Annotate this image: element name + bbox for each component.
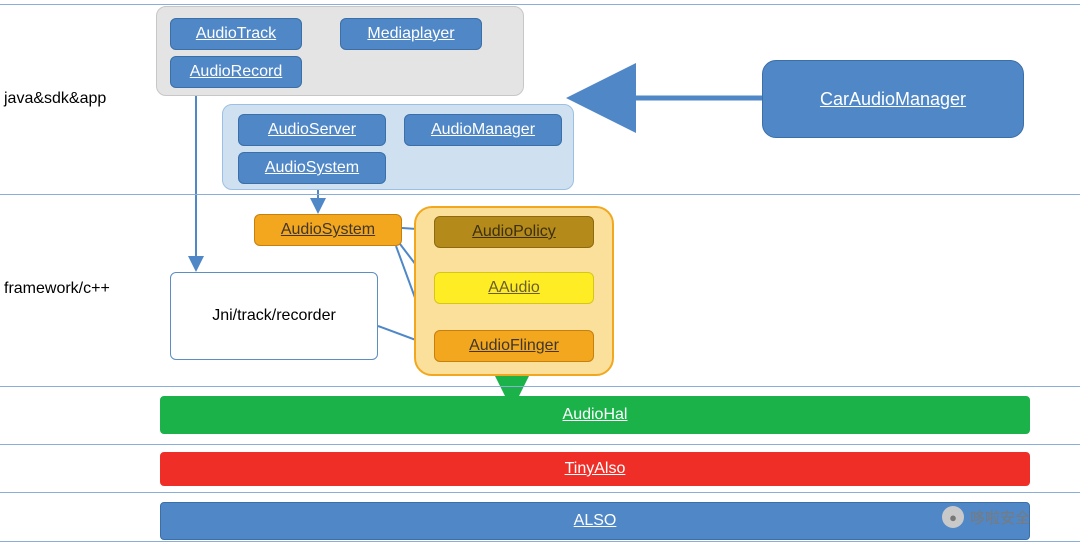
- node-car-audio-mgr: CarAudioManager: [762, 60, 1024, 138]
- node-audio-manager: AudioManager: [404, 114, 562, 146]
- node-audio-track: AudioTrack: [170, 18, 302, 50]
- node-audio-system-j: AudioSystem: [238, 152, 386, 184]
- layer-divider: [0, 444, 1080, 445]
- layer-divider: [0, 386, 1080, 387]
- layer-divider: [0, 541, 1080, 542]
- layer-divider: [0, 194, 1080, 195]
- node-audio-policy: AudioPolicy: [434, 216, 594, 248]
- layer-divider: [0, 492, 1080, 493]
- node-also: ALSO: [160, 502, 1030, 540]
- node-audio-system-c: AudioSystem: [254, 214, 402, 246]
- node-audio-hal: AudioHal: [160, 396, 1030, 434]
- node-audio-flinger: AudioFlinger: [434, 330, 594, 362]
- watermark-icon: ●: [942, 506, 964, 528]
- node-aaudio: AAudio: [434, 272, 594, 304]
- node-mediaplayer: Mediaplayer: [340, 18, 482, 50]
- layer-label-cpp: framework/c++: [4, 280, 110, 298]
- watermark: ● 哆啦安全: [942, 506, 1030, 528]
- layer-label-java: java&sdk&app: [4, 90, 106, 108]
- node-jni-box: Jni/track/recorder: [170, 272, 378, 360]
- node-audio-server: AudioServer: [238, 114, 386, 146]
- node-audio-record: AudioRecord: [170, 56, 302, 88]
- watermark-text: 哆啦安全: [970, 507, 1030, 528]
- layer-divider: [0, 4, 1080, 5]
- node-tiny-also: TinyAlso: [160, 452, 1030, 486]
